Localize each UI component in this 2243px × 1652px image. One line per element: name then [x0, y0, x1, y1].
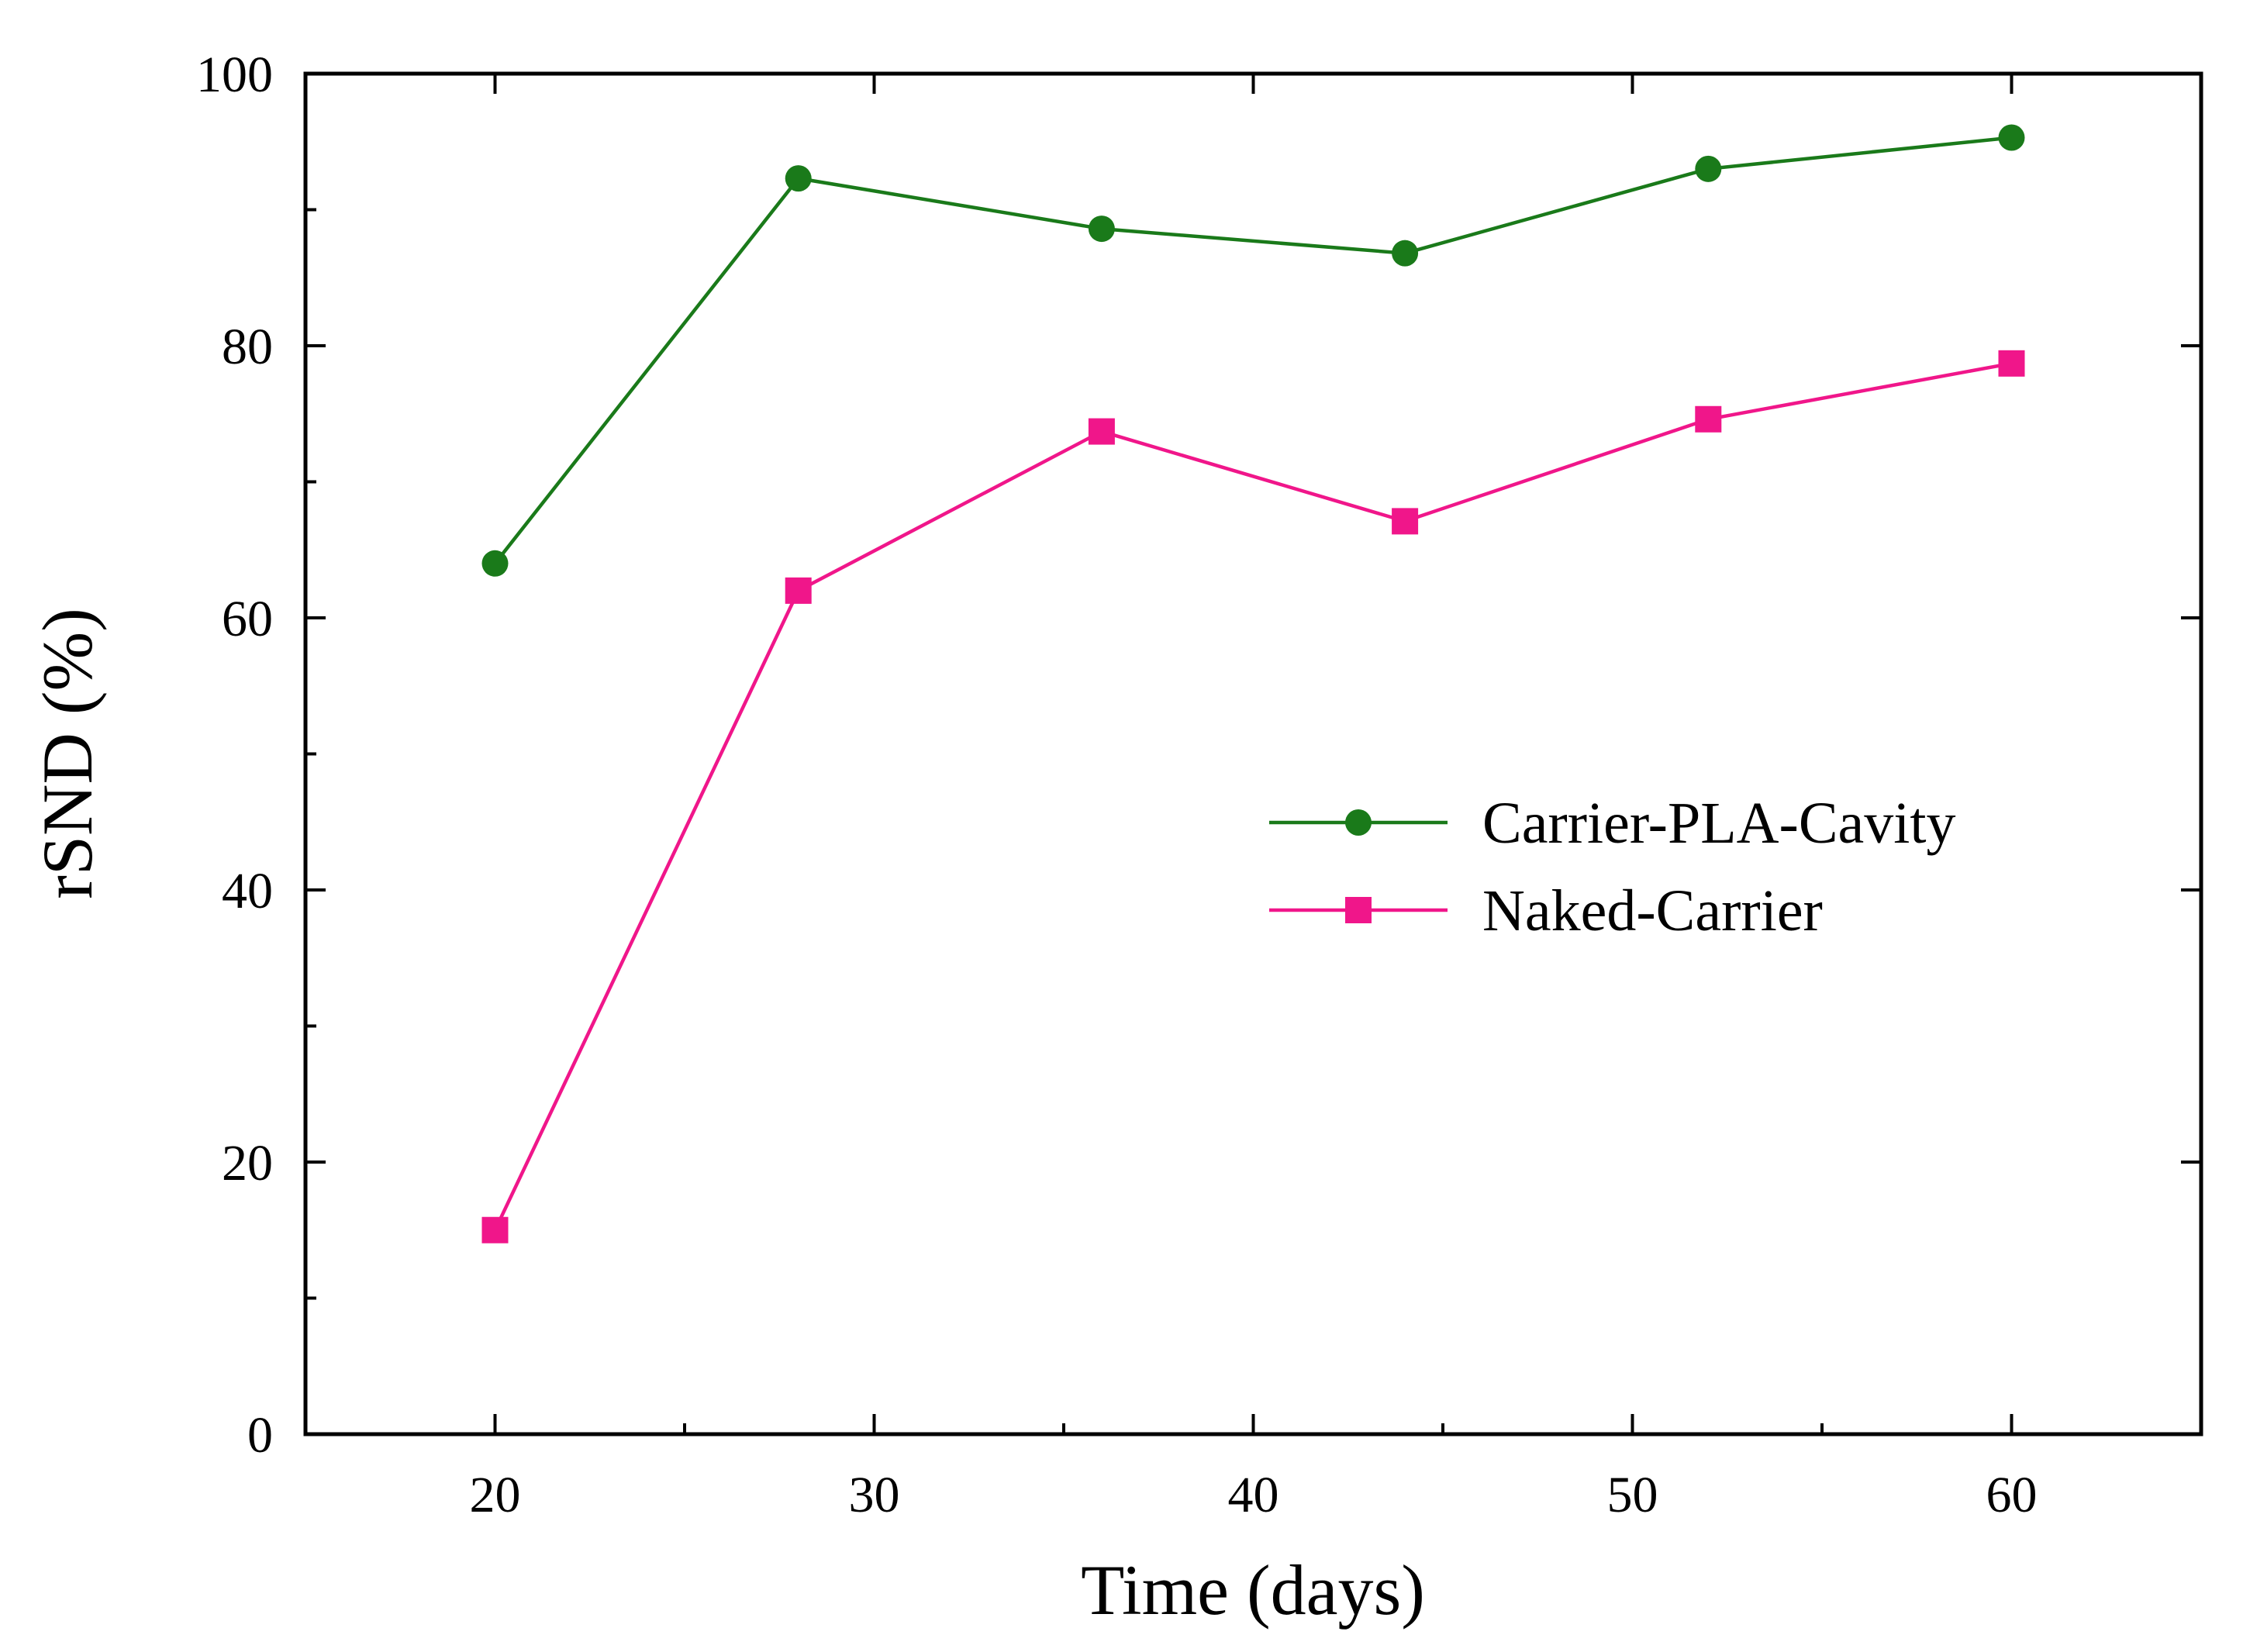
data-point-carrier-pla-cavity: [1088, 216, 1115, 243]
plot-area-frame: [303, 71, 2203, 1436]
x-axis-title: Time (days): [1081, 1550, 1425, 1630]
x-tick-label: 40: [1228, 1467, 1279, 1523]
data-point-carrier-pla-cavity: [1392, 240, 1419, 267]
series-line-naked-carrier: [493, 361, 2012, 1231]
y-tick-label: 100: [196, 47, 273, 103]
y-tick-label: 60: [222, 591, 273, 647]
data-point-naked-carrier: [785, 577, 812, 604]
data-point-carrier-pla-cavity: [481, 550, 509, 577]
data-point-naked-carrier: [1088, 418, 1115, 445]
data-point-carrier-pla-cavity: [785, 165, 812, 192]
legend-label: Carrier-PLA-Cavity: [1482, 791, 1956, 856]
data-point-naked-carrier: [481, 1216, 509, 1243]
data-point-naked-carrier: [1695, 405, 1722, 433]
y-tick-label: 40: [222, 863, 273, 919]
x-tick-label: 20: [470, 1467, 521, 1523]
x-tick-label: 60: [1986, 1467, 2038, 1523]
series-carrier-pla-cavity: [481, 124, 2025, 577]
legend: Carrier-PLA-Cavity Naked-Carrier: [1269, 791, 1956, 943]
data-point-carrier-pla-cavity: [1998, 124, 2025, 151]
y-axis-ticks: 0 20 40 60 80 100: [196, 47, 2201, 1464]
legend-item-carrier-pla-cavity: Carrier-PLA-Cavity: [1269, 791, 1956, 856]
series-naked-carrier: [481, 350, 2025, 1243]
x-tick-label: 30: [849, 1467, 900, 1523]
legend-marker: [1345, 809, 1372, 836]
legend-marker: [1345, 897, 1372, 923]
y-axis-title: rSND (%): [28, 608, 107, 899]
y-tick-label: 0: [247, 1407, 273, 1464]
legend-label: Naked-Carrier: [1482, 878, 1823, 943]
x-axis-ticks: 20 30 40 50 60: [470, 74, 2038, 1523]
y-tick-label: 80: [222, 319, 273, 375]
data-point-naked-carrier: [1392, 508, 1419, 535]
data-point-carrier-pla-cavity: [1695, 155, 1722, 182]
x-tick-label: 50: [1607, 1467, 1658, 1523]
series-layer: [481, 124, 2025, 1243]
y-tick-label: 20: [222, 1135, 273, 1192]
data-point-naked-carrier: [1998, 350, 2025, 377]
series-line-carrier-pla-cavity: [493, 136, 2012, 565]
legend-item-naked-carrier: Naked-Carrier: [1269, 878, 1823, 943]
